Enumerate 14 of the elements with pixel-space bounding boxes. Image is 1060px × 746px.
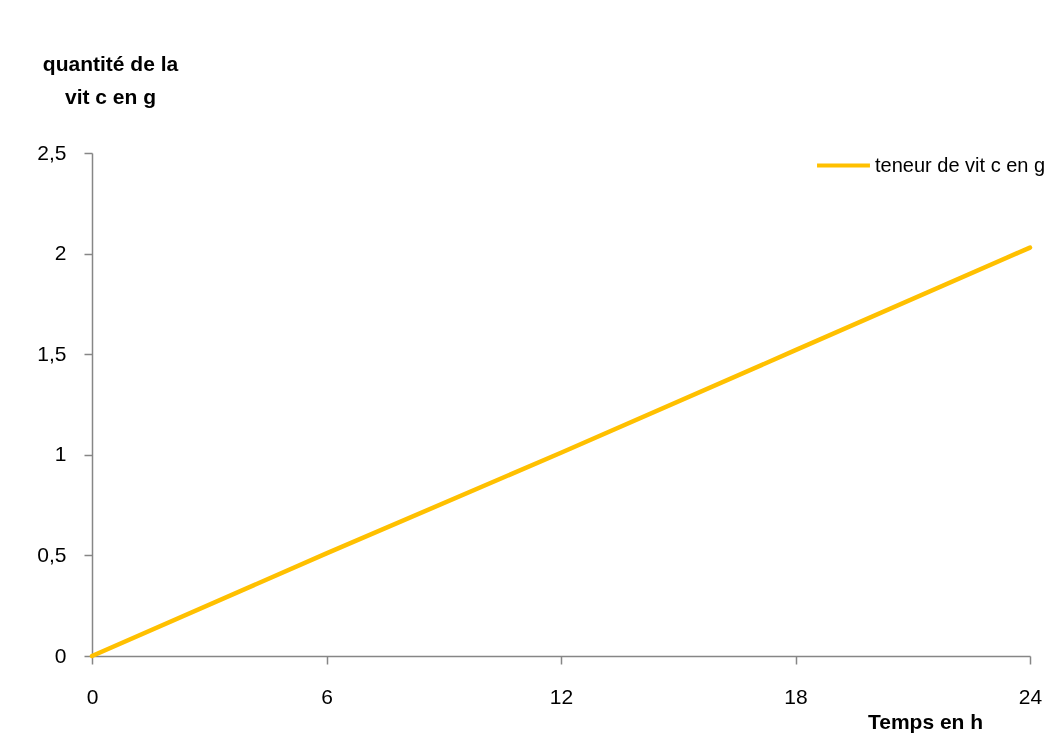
- y-tick-label: 0: [54, 643, 67, 667]
- y-axis-title: quantité de la vit c en g: [42, 51, 179, 108]
- x-tick-label: 6: [321, 684, 333, 708]
- x-axis-title: Temps en h: [867, 709, 984, 733]
- y-tick-label: 1: [54, 442, 67, 466]
- legend-label: teneur de vit c en g: [875, 153, 1046, 176]
- y-tick-label: 2: [54, 241, 67, 265]
- x-tick-label: 12: [549, 684, 574, 708]
- x-tick-label: 24: [1018, 684, 1043, 708]
- y-tick-label: 1,5: [37, 341, 67, 365]
- y-tick-label: 2,5: [37, 140, 67, 164]
- x-tick-label: 18: [784, 684, 808, 708]
- y-tick-label: 0,5: [37, 542, 67, 566]
- x-tick-label: 0: [86, 684, 99, 708]
